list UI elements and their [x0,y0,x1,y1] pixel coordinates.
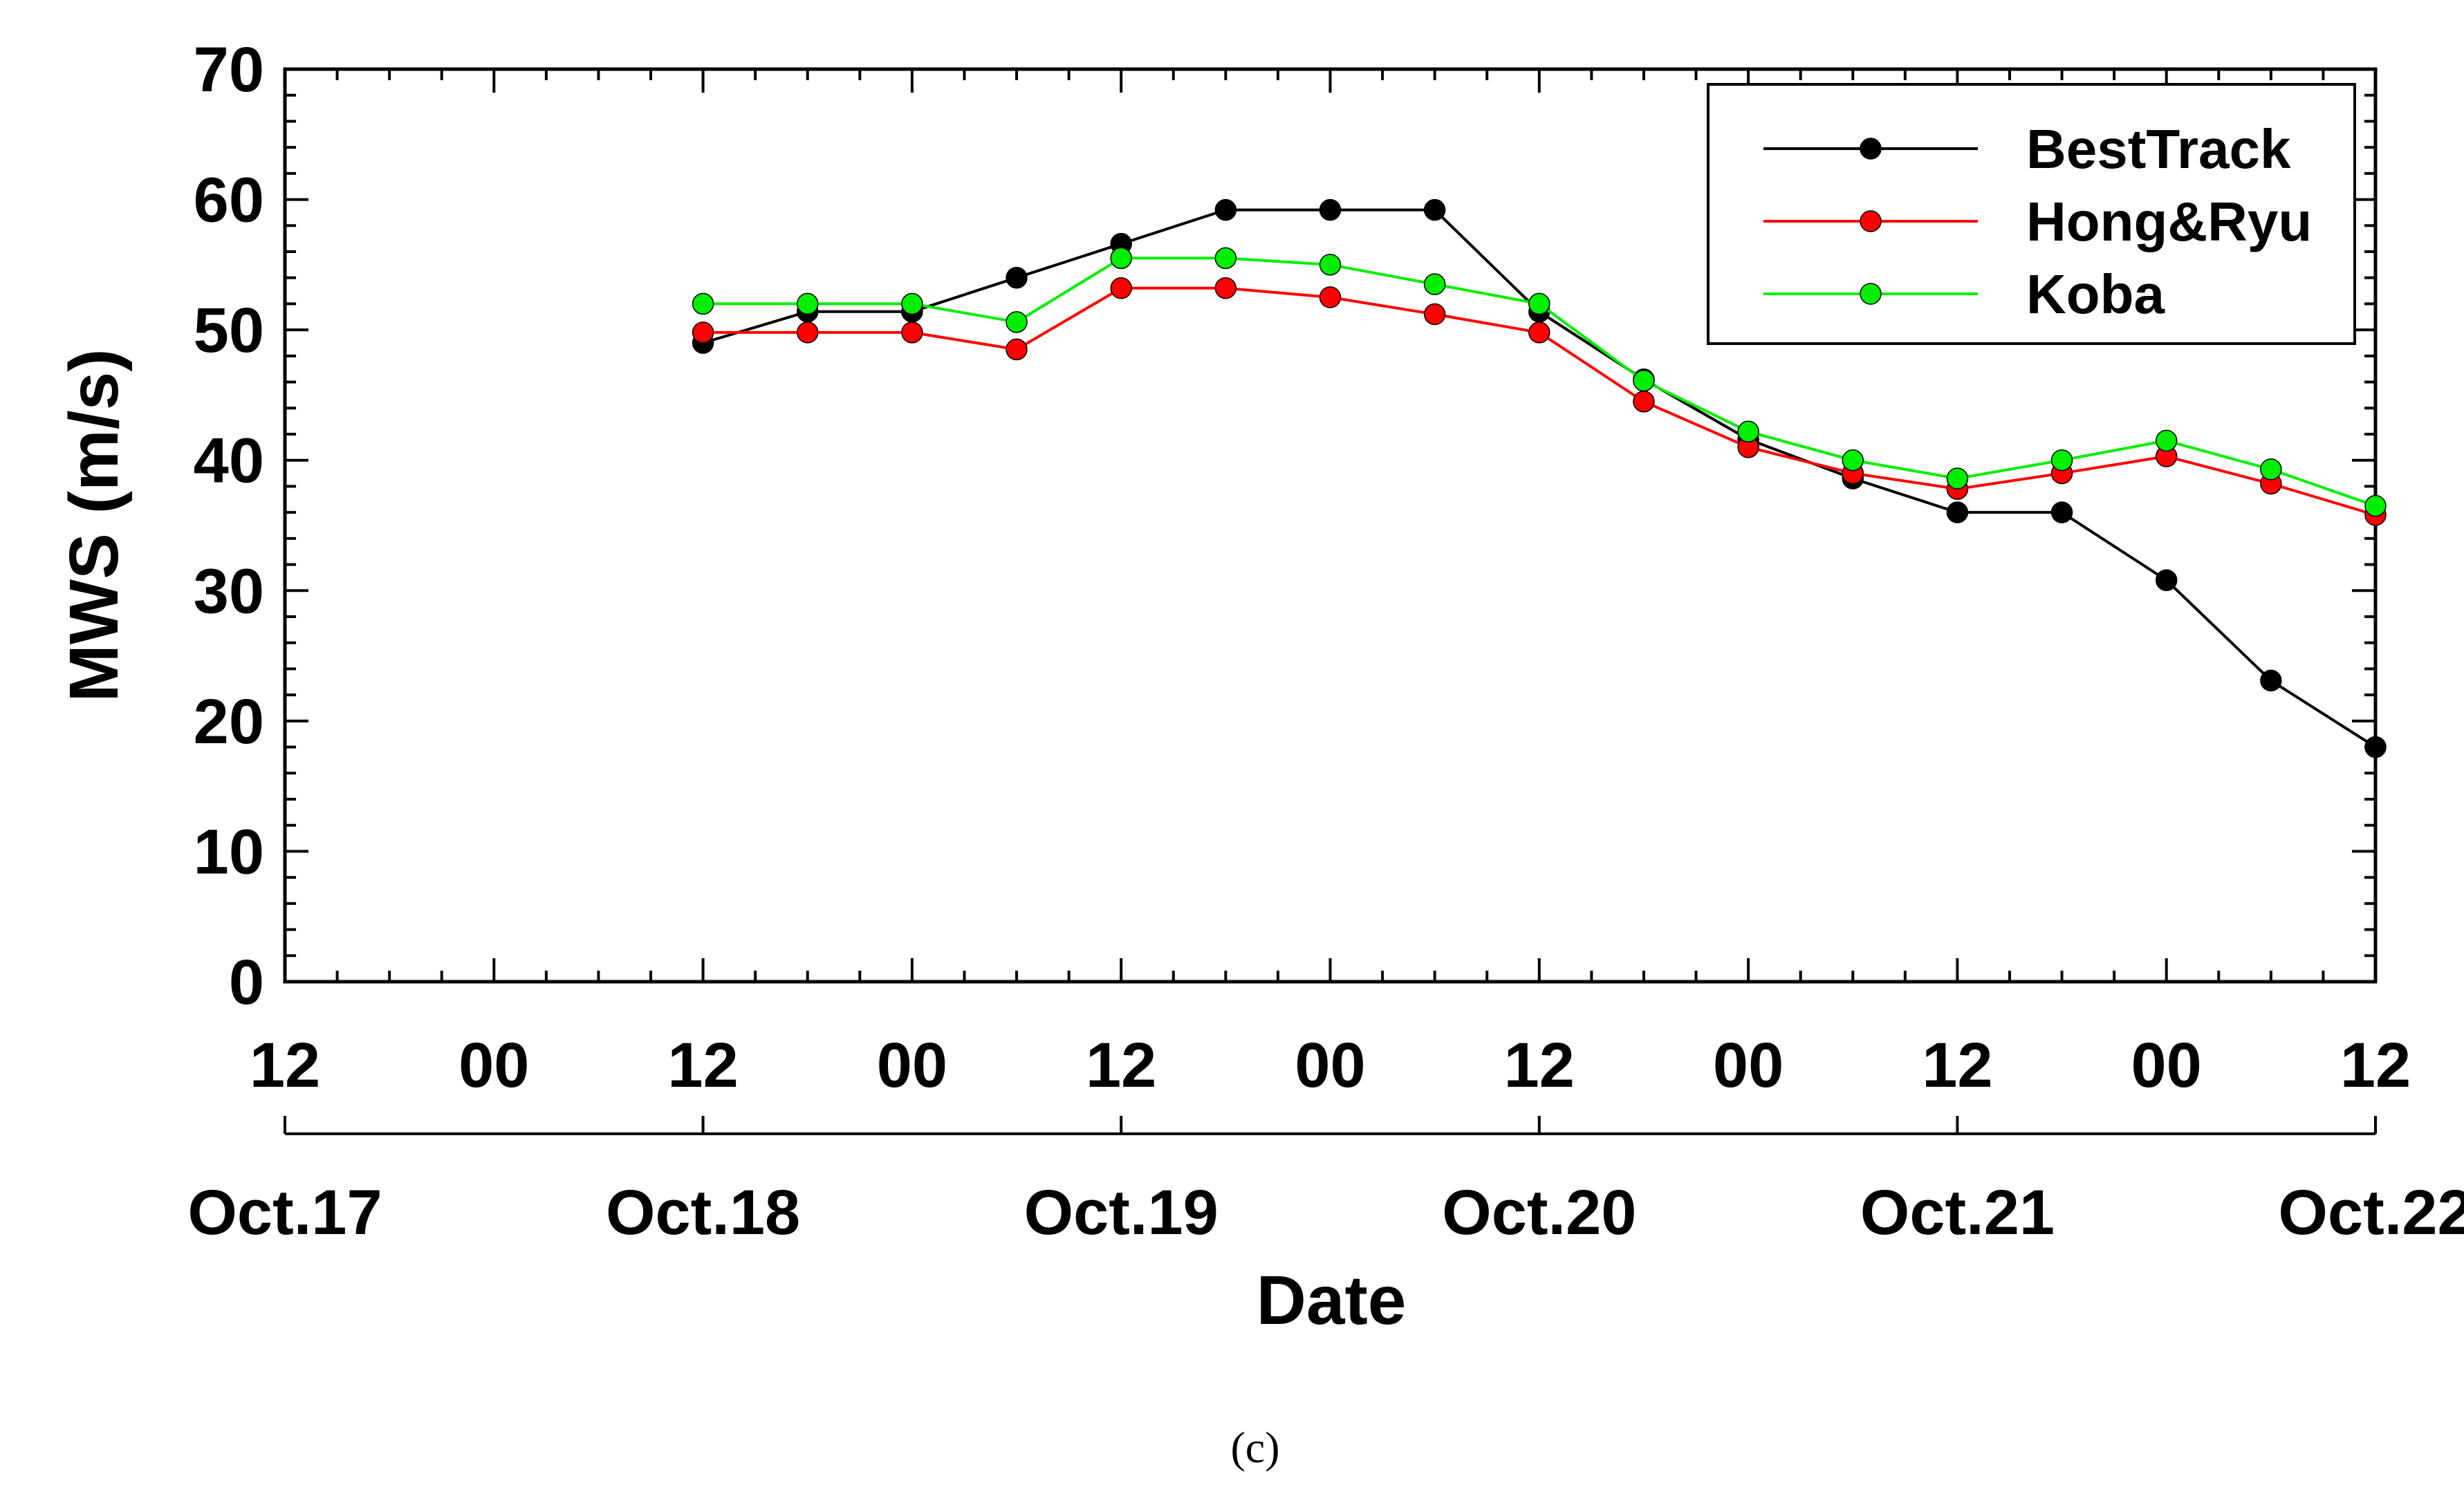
data-point [692,292,714,315]
legend-label: Koba [2026,263,2165,325]
data-point [692,321,714,344]
x-tick-label: 00 [1713,1030,1784,1101]
data-point [1110,247,1132,270]
legend-box [1707,83,2356,345]
data-point [2155,429,2178,452]
data-point [1633,391,1655,413]
x-tick-label: 00 [1295,1030,1365,1101]
data-point [901,292,923,315]
y-tick-label: 20 [194,687,264,757]
date-label: Oct.19 [1024,1177,1219,1248]
data-point [1423,303,1446,326]
y-tick-label: 0 [229,947,264,1018]
legend-item: BestTrack [1763,118,2291,180]
x-tick-labels: 12 00 12 00 12 00 12 00 12 00 12 [250,1030,2411,1101]
y-tick-label: 60 [194,165,264,236]
legend: BestTrack Hong&Ryu Koba [1707,83,2356,345]
data-point [1110,277,1132,299]
series-koba [692,247,2387,517]
data-point [1006,311,1028,333]
data-point [1946,467,1969,489]
y-axis-title: MWS (m/s) [55,348,133,702]
data-point [2364,494,2387,517]
legend-label: BestTrack [2026,118,2291,180]
data-point [2050,501,2073,523]
x-tick-label: 00 [2131,1030,2202,1101]
data-point [1214,247,1237,270]
data-point [901,321,923,344]
figure-caption: (c) [1230,1423,1279,1472]
data-point [1006,266,1028,289]
data-point [1214,198,1237,221]
x-tick-label: 12 [1922,1030,1992,1101]
data-point [2155,569,2178,591]
x-tick-label: 12 [1086,1030,1156,1101]
legend-marker [1860,138,1882,160]
data-point [1737,420,1759,442]
y-tick-labels: 0 10 20 30 40 50 60 70 [194,35,264,1018]
data-point [1319,286,1342,308]
legend-label: Hong&Ryu [2026,191,2312,252]
data-point [1006,338,1028,361]
y-tick-label: 50 [194,295,264,366]
legend-marker [1860,210,1882,232]
data-point [797,321,819,344]
date-axis-ticks [284,1116,2377,1134]
data-point [1633,369,1655,392]
date-label: Oct.17 [187,1177,382,1248]
date-label: Oct.20 [1442,1177,1636,1248]
date-label: Oct.21 [1860,1177,2055,1248]
y-tick-label: 30 [194,556,264,626]
data-point [2260,669,2282,692]
data-point [1319,198,1342,221]
x-axis-title: Date [1257,1262,1407,1339]
y-tick-label: 70 [194,35,264,105]
data-point [2050,449,2073,471]
legend-item: Hong&Ryu [1763,191,2312,252]
legend-item: Koba [1763,263,2165,325]
data-point [1528,292,1550,315]
date-label: Oct.22 [2278,1177,2464,1248]
x-tick-label: 00 [458,1030,529,1101]
y-tick-label: 40 [194,426,264,496]
y-tick-label: 10 [194,816,264,887]
data-point [1319,254,1342,276]
data-point [797,292,819,315]
data-point [2260,458,2282,480]
series-layer [692,198,2387,758]
x-tick-label: 00 [877,1030,947,1101]
data-point [1528,321,1550,344]
x-tick-label: 12 [667,1030,738,1101]
data-point [2364,736,2387,758]
data-point [1214,277,1237,299]
data-point [1423,273,1446,295]
date-label: Oct.18 [606,1177,800,1248]
legend-marker [1860,283,1882,305]
data-point [1423,198,1446,221]
data-point [1946,501,1969,523]
x-tick-label: 12 [2340,1030,2411,1101]
legend-items: BestTrack Hong&Ryu Koba [1763,118,2312,325]
x-tick-label: 12 [1504,1030,1575,1101]
data-point [1842,449,1864,471]
date-labels: Oct.17 Oct.18 Oct.19 Oct.20 Oct.21 Oct.22 [187,1177,2464,1248]
x-tick-label: 12 [250,1030,320,1101]
